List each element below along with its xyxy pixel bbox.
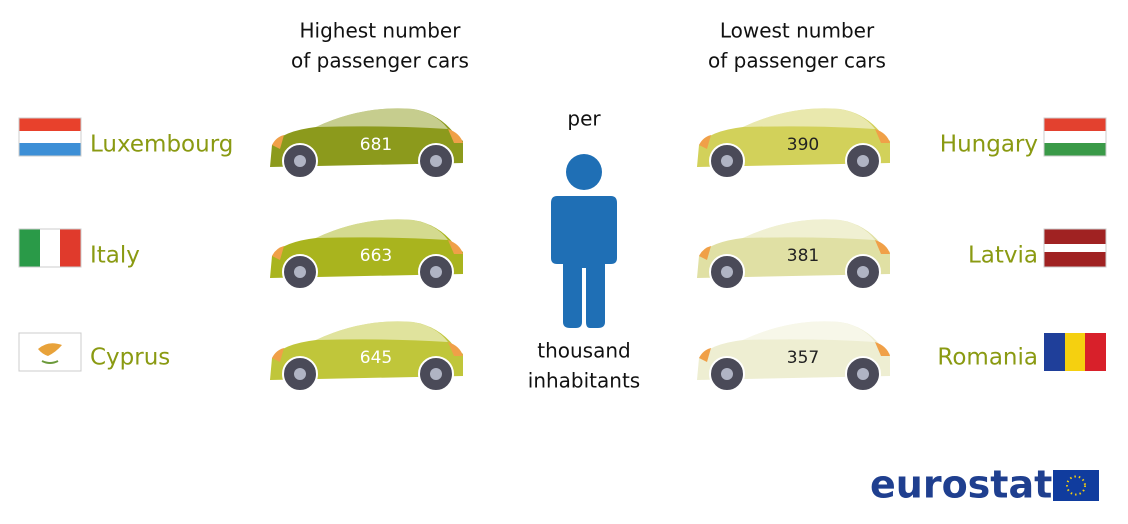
hub [430, 368, 442, 380]
car-roof [743, 219, 875, 240]
car: 681 [270, 108, 463, 179]
car: 381 [697, 219, 890, 290]
cars: 681 663 645 390 381 357 [270, 108, 890, 392]
hub [721, 266, 733, 278]
car-light [448, 240, 463, 254]
logo-text: eurostat [870, 463, 1052, 507]
car-light [272, 135, 284, 149]
car-roof [743, 108, 875, 129]
country-name: Romania [937, 345, 1038, 371]
flag-romania [1044, 333, 1106, 371]
car-value: 645 [360, 348, 392, 368]
flag-luxembourg [18, 117, 82, 157]
car: 645 [270, 321, 463, 392]
car: 663 [270, 219, 463, 290]
hub [294, 266, 306, 278]
car-light [875, 240, 890, 254]
hub [721, 368, 733, 380]
car: 390 [697, 108, 890, 179]
hub [430, 266, 442, 278]
car-roof [316, 108, 448, 129]
car-value: 663 [360, 246, 392, 266]
hub [430, 155, 442, 167]
person-icon [551, 154, 617, 328]
car: 357 [697, 321, 890, 392]
flag-italy [18, 228, 82, 268]
country-name: Cyprus [90, 345, 170, 371]
car-roof [316, 321, 448, 342]
car-roof [743, 321, 875, 342]
center-text: thousand [537, 339, 630, 363]
center-text: per [567, 107, 601, 131]
heading-line: Lowest number [720, 19, 875, 43]
car-value: 681 [360, 135, 392, 155]
car-value: 390 [787, 135, 819, 155]
headings: Highest number of passenger cars Lowest … [291, 19, 886, 73]
car-light [272, 348, 284, 362]
car-light [448, 129, 463, 143]
country-name: Latvia [968, 243, 1038, 269]
hub [294, 155, 306, 167]
car-light [699, 135, 711, 149]
flag-latvia [1043, 228, 1107, 268]
car-light [875, 129, 890, 143]
country-name: Luxembourg [90, 132, 233, 158]
car-light [699, 246, 711, 260]
hub [857, 368, 869, 380]
car-light [699, 348, 711, 362]
heading-line: Highest number [300, 19, 462, 43]
car-value: 381 [787, 246, 819, 266]
car-light [448, 342, 463, 356]
heading-line: of passenger cars [291, 49, 469, 73]
hub [721, 155, 733, 167]
hub [857, 155, 869, 167]
car-value: 357 [787, 348, 819, 368]
country-name: Hungary [940, 132, 1038, 158]
flag-hungary [1043, 117, 1107, 157]
heading-line: of passenger cars [708, 49, 886, 73]
car-light [875, 342, 890, 356]
hub [294, 368, 306, 380]
flag-cyprus [18, 332, 82, 372]
eu-flag [1053, 470, 1099, 501]
car-light [272, 246, 284, 260]
center-text: inhabitants [528, 369, 640, 393]
hub [857, 266, 869, 278]
car-roof [316, 219, 448, 240]
country-name: Italy [90, 243, 140, 269]
